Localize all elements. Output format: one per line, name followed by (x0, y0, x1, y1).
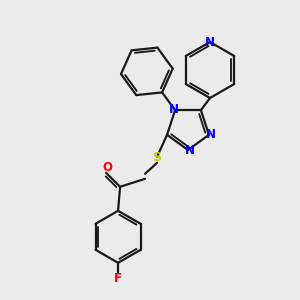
Text: N: N (169, 103, 179, 116)
Text: N: N (206, 128, 216, 141)
Text: N: N (205, 35, 215, 49)
Text: F: F (114, 272, 122, 285)
Text: S: S (153, 151, 162, 164)
Text: N: N (185, 145, 195, 158)
Text: O: O (102, 161, 112, 174)
